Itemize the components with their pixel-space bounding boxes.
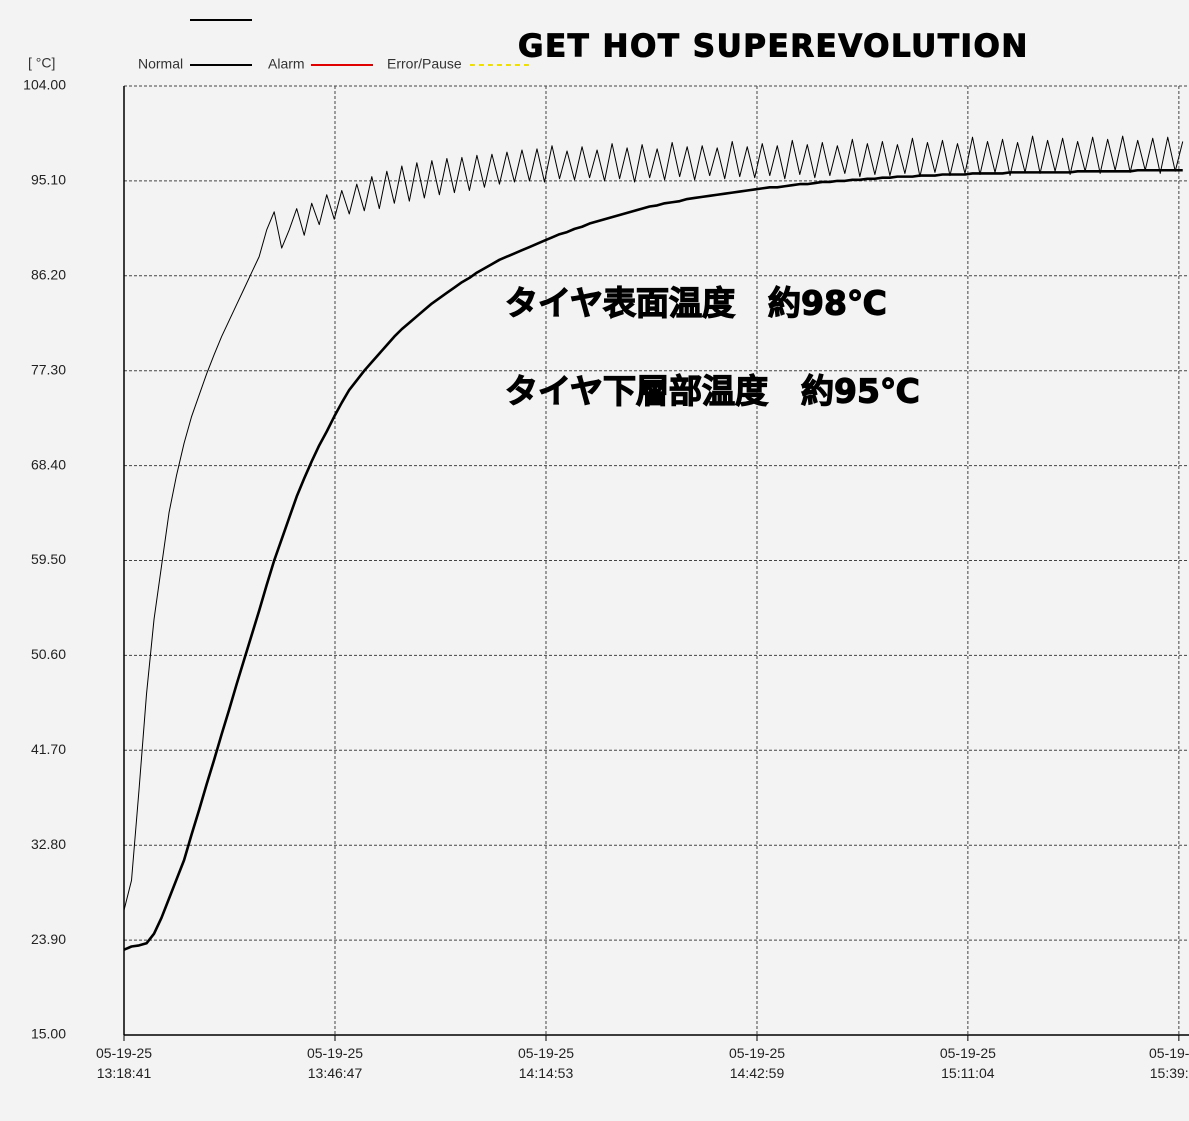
y-tick-label: 104.00 [23,77,66,93]
x-tick-label: 05-19-25 13:18:41 [96,1045,153,1081]
legend-label: Normal [138,56,183,72]
y-tick-label: 41.70 [31,741,66,757]
legend-label: Alarm [268,56,305,72]
x-tick-label: 05-19-25 13:46:47 [306,1045,364,1081]
x-tick-label: 05-19-25 14:14:53 [517,1045,575,1081]
y-tick-label: 32.80 [31,836,66,852]
y-tick-label: 23.90 [31,931,66,947]
y-tick-label: 86.20 [31,267,66,283]
y-tick-label: 77.30 [31,361,66,377]
x-tick-label: 05-19-25 14:42:59 [728,1045,786,1081]
annotation: タイヤ表面温度 約98℃ [505,284,887,323]
x-tick-label: 05-19- 15:39: [1149,1045,1189,1081]
y-tick-label: 95.10 [31,172,66,188]
legend-label: Error/Pause [387,56,462,72]
series-line [123,135,1184,911]
y-tick-label: 68.40 [31,456,66,472]
x-tick-label: 05-19-25 15:11:04 [939,1045,996,1081]
y-tick-label: 15.00 [31,1026,66,1042]
y-tick-label: 59.50 [31,551,66,567]
chart-title: GET HOT SUPEREVOLUTION [518,29,1029,65]
series-line [123,168,1183,951]
y-tick-label: 50.60 [31,646,66,662]
y-axis-label: [ °C] [28,55,55,71]
annotation: タイヤ下層部温度 約95℃ [505,372,920,411]
